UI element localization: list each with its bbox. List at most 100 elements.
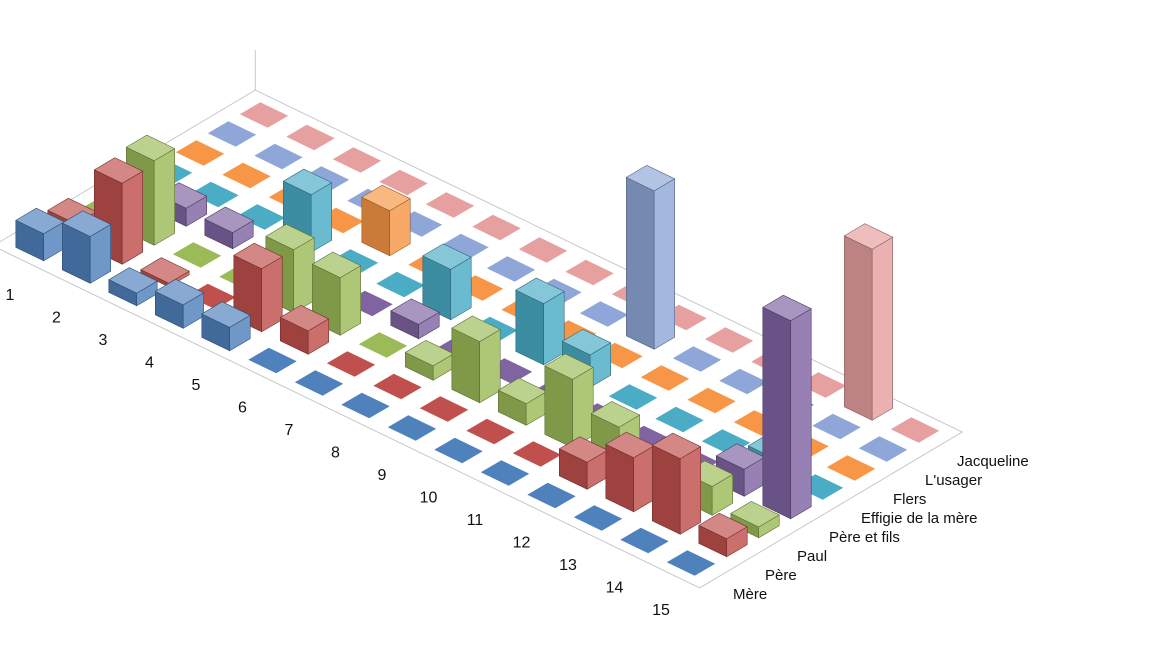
bar: [762, 294, 812, 520]
base-tile: [518, 237, 568, 263]
x-tick-label: 7: [285, 422, 294, 439]
bar: [544, 353, 594, 449]
series-label: Paul: [797, 548, 827, 565]
base-tile: [480, 460, 530, 486]
x-tick-label: 6: [238, 400, 247, 417]
base-tile: [190, 181, 239, 208]
bar-top-face: [282, 168, 333, 196]
bar-top-face: [515, 277, 565, 304]
base-tile: [379, 169, 428, 196]
bar-top-face: [233, 242, 283, 270]
bar: [201, 301, 251, 352]
base-tile: [565, 259, 614, 286]
base-tile: [387, 415, 437, 441]
base-tile: [466, 418, 515, 445]
base-tile: [579, 301, 629, 327]
bar-front-face: [625, 176, 655, 350]
bar: [422, 243, 472, 321]
base-tile: [608, 384, 658, 410]
bar: [154, 278, 205, 329]
base-tile: [486, 256, 536, 282]
bar-front-face: [651, 444, 681, 535]
x-tick-label: 9: [378, 467, 387, 484]
bar-top-face: [590, 401, 641, 428]
bar-front-face: [762, 306, 792, 520]
base-tile: [425, 192, 475, 218]
bar-top-face: [201, 301, 251, 328]
bar-top-face: [762, 294, 812, 322]
bar: [15, 207, 65, 262]
x-tick-label: 4: [145, 355, 154, 372]
base-tile: [890, 417, 940, 443]
series-label: Flers: [893, 491, 926, 508]
bar-top-face: [390, 298, 440, 325]
bar-top-face: [154, 278, 205, 306]
bar-side-face: [121, 170, 143, 265]
x-tick-label: 12: [513, 535, 531, 552]
x-tick-label: 5: [192, 377, 201, 394]
base-tile: [286, 124, 335, 151]
bar-side-face: [653, 178, 676, 350]
base-tile: [440, 233, 489, 260]
bar-side-face: [543, 290, 565, 366]
bar: [515, 277, 565, 366]
base-tile: [687, 387, 736, 414]
series-label: Mère: [733, 586, 767, 603]
x-tick-label: 3: [99, 332, 108, 349]
bar-top-face: [361, 184, 411, 212]
base-tile: [573, 505, 623, 531]
bar: [625, 164, 676, 350]
series-label: Jacqueline: [957, 453, 1029, 470]
series-label: Père: [765, 567, 797, 584]
series-label: L'usager: [925, 472, 982, 489]
bar-top-face: [279, 304, 330, 332]
bar: [651, 432, 702, 535]
base-tile: [236, 204, 286, 230]
base-tile: [332, 147, 382, 173]
base-tile: [672, 346, 722, 372]
base-tile: [858, 436, 908, 462]
base-tile: [300, 166, 350, 192]
bar-top-face: [125, 134, 176, 162]
base-tile: [472, 214, 521, 241]
base-tile: [419, 396, 469, 422]
bar-top-face: [140, 257, 190, 284]
base-tile: [704, 327, 754, 353]
base-tile: [666, 550, 716, 576]
bar-side-face: [790, 308, 812, 520]
bar: [108, 267, 158, 307]
base-tile: [826, 455, 876, 481]
bar-top-face: [108, 267, 158, 294]
base-tile: [222, 162, 271, 189]
bar-top-face: [730, 501, 780, 528]
x-tick-label: 14: [606, 580, 624, 597]
bar: [361, 184, 411, 257]
bar: [390, 298, 440, 340]
bar-top-face: [625, 164, 676, 192]
base-tile: [373, 373, 422, 400]
bar-side-face: [261, 256, 283, 333]
base-tile: [640, 365, 690, 391]
x-tick-label: 2: [52, 310, 61, 327]
base-tile: [719, 368, 768, 395]
bar-front-face: [544, 365, 574, 449]
bar-top-face: [451, 315, 501, 342]
base-tile: [341, 392, 390, 419]
bar: [404, 339, 455, 381]
bar: [233, 242, 283, 333]
bar-side-face: [679, 446, 702, 535]
base-tile: [175, 140, 225, 166]
x-tick-label: 15: [652, 602, 670, 619]
bar: [451, 315, 501, 404]
bar-top-face: [651, 432, 702, 460]
base-tile: [358, 332, 408, 358]
x-tick-label: 13: [559, 557, 577, 574]
x-tick-label: 10: [420, 490, 438, 507]
base-tile: [812, 413, 861, 440]
base-tile: [326, 351, 376, 377]
bar-top-face: [204, 206, 254, 233]
base-tile: [239, 102, 289, 128]
bar-side-face: [871, 236, 894, 421]
